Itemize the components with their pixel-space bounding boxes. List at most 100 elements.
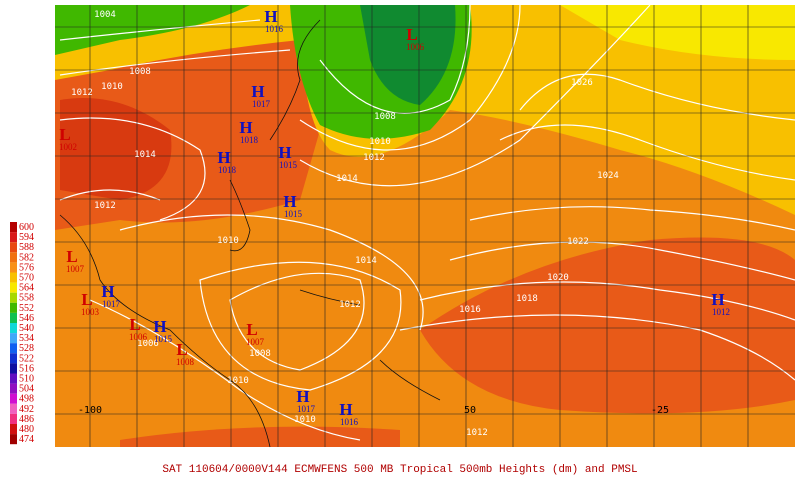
pressure-center-letter: H (278, 143, 291, 162)
legend-label: 570 (19, 273, 34, 284)
pressure-center-value: 1003 (81, 307, 100, 317)
pressure-center-value: 1012 (712, 307, 730, 317)
legend-label: 546 (19, 313, 34, 324)
pressure-center-letter: L (246, 320, 257, 339)
caption: SAT 110604/0000V144 ECMWFENS 500 MB Trop… (162, 464, 637, 476)
pressure-center-value: 1008 (176, 357, 195, 367)
legend-swatch (10, 312, 17, 323)
pressure-center-value: 1018 (240, 135, 259, 145)
pressure-center-value: 1017 (102, 299, 121, 309)
legend-label: 540 (19, 323, 34, 334)
pressure-center-value: 1017 (297, 404, 316, 414)
legend-label: 564 (19, 283, 34, 294)
legend-swatch (10, 282, 17, 293)
isobar-label: 1014 (355, 256, 377, 266)
legend-label: 474 (19, 434, 34, 445)
height-fields (55, 5, 795, 447)
legend-label: 534 (19, 333, 34, 344)
pressure-center-letter: H (153, 317, 166, 336)
legend-swatch (10, 222, 17, 233)
pressure-center-letter: H (251, 82, 264, 101)
pressure-center-value: 1006 (406, 42, 425, 52)
isobar-label: 1012 (339, 300, 361, 310)
isobar-label: 1010 (217, 236, 239, 246)
legend-label: 594 (19, 232, 34, 243)
isobar-label: 1024 (597, 171, 619, 181)
pressure-center-value: 1006 (129, 332, 148, 342)
legend-label: 588 (19, 242, 34, 253)
legend-swatch (10, 333, 17, 344)
pressure-center-value: 1007 (66, 264, 85, 274)
isobar-label: 1018 (516, 294, 538, 304)
isobar-label: 1010 (369, 137, 391, 147)
pressure-center-letter: L (129, 315, 140, 334)
pressure-center-value: 1007 (246, 337, 265, 347)
isobar-label: 1014 (336, 174, 358, 184)
legend-swatch (10, 413, 17, 424)
legend-swatch (10, 262, 17, 273)
legend-label: 522 (19, 353, 34, 364)
isobar-label: 1008 (129, 67, 151, 77)
pressure-center-letter: L (81, 290, 92, 309)
isobar-label: 1012 (71, 88, 93, 98)
coastlines (59, 19, 441, 448)
legend-swatch (10, 242, 17, 253)
isobar-label: 1012 (94, 201, 116, 211)
isobar-label: 1004 (94, 10, 116, 20)
legend-label: 528 (19, 343, 34, 354)
isobar-label: 1008 (374, 112, 396, 122)
legend-label: 504 (19, 384, 34, 395)
pressure-center-letter: L (406, 25, 417, 44)
legend-swatch (10, 292, 17, 303)
pressure-center-letter: H (711, 290, 724, 309)
legend-swatch (10, 434, 17, 445)
legend-swatch (10, 424, 17, 435)
color-legend: 6005945885825765705645585525465405345285… (10, 222, 34, 445)
isobar-label: 1012 (363, 153, 385, 163)
isobar-label: 1020 (547, 273, 569, 283)
lat-lon-grid (55, 5, 795, 447)
legend-label: 510 (19, 374, 34, 385)
pressure-center-letter: H (264, 7, 277, 26)
legend-swatch (10, 363, 17, 374)
pressure-center-value: 1016 (340, 417, 359, 427)
legend-label: 582 (19, 252, 34, 263)
legend-swatch (10, 302, 17, 313)
pressure-center-letter: H (239, 118, 252, 137)
legend-swatch (10, 323, 17, 334)
isobar-label: 1010 (294, 415, 316, 425)
pressure-center-letter: L (176, 340, 187, 359)
legend-swatch (10, 383, 17, 394)
legend-label: 576 (19, 262, 34, 273)
legend-swatch (10, 353, 17, 364)
pressure-center-value: 1015 (154, 334, 173, 344)
pressure-center-letter: H (101, 282, 114, 301)
pressure-center-letter: L (59, 125, 70, 144)
isobar-label: 1026 (571, 78, 593, 88)
pressure-center-letter: H (339, 400, 352, 419)
legend-label: 516 (19, 363, 34, 374)
legend-label: 498 (19, 394, 34, 405)
isobar-label: 1008 (249, 349, 271, 359)
pressure-center-letter: H (217, 148, 230, 167)
isobar-label: 1022 (567, 237, 589, 247)
legend-label: 480 (19, 424, 34, 435)
legend-label: 600 (19, 222, 34, 233)
legend-swatch (10, 393, 17, 404)
pressure-center-value: 1017 (252, 99, 271, 109)
legend-label: 558 (19, 293, 34, 304)
legend-swatch (10, 343, 17, 354)
longitude-label: 50 (464, 405, 476, 416)
legend-label: 552 (19, 303, 34, 314)
pressure-center-value: 1002 (59, 142, 77, 152)
pressure-center-value: 1015 (279, 160, 298, 170)
isobar-label: 1010 (227, 376, 249, 386)
longitude-label: -25 (651, 405, 669, 416)
pressure-center-letter: H (296, 387, 309, 406)
legend-label: 486 (19, 414, 34, 425)
map-labels: 1004 1008 1012 1010 1014 1012 1010 1008 1010 1012… (59, 7, 730, 438)
legend-swatch (10, 272, 17, 283)
isobar-label: 1006 (137, 339, 159, 349)
pressure-center-letter: H (283, 192, 296, 211)
